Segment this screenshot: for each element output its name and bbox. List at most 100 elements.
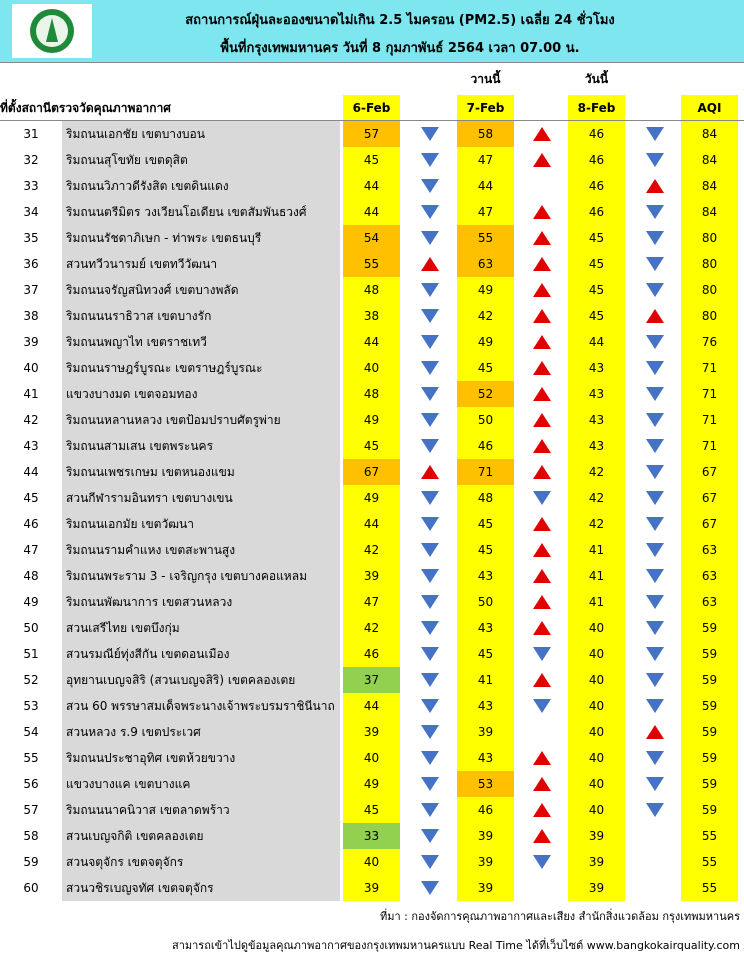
- pm25-value: 46: [588, 205, 605, 219]
- trend-arrow: [646, 569, 664, 583]
- aqi-value: 80: [701, 231, 718, 245]
- aqi-value: 63: [701, 595, 718, 609]
- location: ริมถนนรามคำแหง เขตสะพานสูง: [66, 543, 236, 557]
- row-number: 35: [23, 231, 39, 245]
- trend-arrow: [421, 673, 439, 687]
- trend-arrow: [646, 491, 664, 505]
- pm25-value: 42: [363, 621, 380, 635]
- location: ริมถนนเอกมัย เขตวัฒนา: [66, 517, 194, 531]
- location: ริมถนนหลานหลวง เขตป้อมปราบศัตรูพ่าย: [66, 413, 281, 427]
- column-header: 8-Feb: [577, 101, 616, 115]
- trend-arrow: [421, 543, 439, 557]
- aqi-value: 71: [701, 387, 718, 401]
- trend-arrow: [646, 465, 664, 479]
- pm25-value: 40: [588, 647, 605, 661]
- pm25-value: 43: [477, 621, 494, 635]
- trend-arrow: [421, 283, 439, 297]
- location: ริมถนนพัฒนาการ เขตสวนหลวง: [66, 595, 233, 609]
- row-number: 51: [23, 647, 39, 661]
- pm25-value: 40: [363, 751, 380, 765]
- aqi-value: 80: [701, 309, 718, 323]
- pm25-value: 46: [588, 153, 605, 167]
- location: สวนวชิรเบญจทัศ เขตจตุจักร: [66, 881, 214, 895]
- pm25-value: 40: [588, 803, 605, 817]
- pm25-value: 45: [477, 543, 494, 557]
- trend-arrow: [421, 777, 439, 791]
- pm25-value: 50: [477, 595, 494, 609]
- trend-arrow: [421, 803, 439, 817]
- location: สวนรมณีย์ทุ่งสีกัน เขตดอนเมือง: [66, 647, 230, 661]
- location: ริมถนนประชาอุทิศ เขตห้วยขวาง: [66, 751, 236, 765]
- location: สวนเสรีไทย เขตบึงกุ่ม: [66, 621, 180, 635]
- aqi-value: 55: [701, 829, 718, 843]
- pm25-value: 44: [363, 699, 380, 713]
- trend-arrow: [421, 725, 439, 739]
- trend-arrow: [421, 413, 439, 427]
- aqi-value: 80: [701, 257, 718, 271]
- row-number: 58: [23, 829, 39, 843]
- aqi-value: 63: [701, 569, 718, 583]
- aqi-value: 59: [701, 647, 718, 661]
- trend-arrow: [646, 335, 664, 349]
- pm25-value: 45: [477, 647, 494, 661]
- pm25-value: 47: [477, 205, 494, 219]
- pm25-value: 44: [363, 205, 380, 219]
- location: ริมถนนสุโขทัย เขตดุสิต: [66, 153, 188, 167]
- pm25-value: 46: [588, 127, 605, 141]
- trend-arrow: [533, 647, 551, 661]
- pm25-value: 71: [457, 459, 514, 485]
- row-number: 45: [23, 491, 39, 505]
- pm25-value: 40: [363, 361, 380, 375]
- trend-arrow: [421, 491, 439, 505]
- trend-arrow: [421, 829, 439, 843]
- row-number: 57: [23, 803, 39, 817]
- trend-arrow: [533, 309, 551, 323]
- pm25-value: 49: [363, 491, 380, 505]
- aqi-value: 84: [701, 205, 718, 219]
- row-number: 41: [23, 387, 39, 401]
- location: แขวงบางแค เขตบางแค: [66, 777, 191, 791]
- trend-arrow: [533, 777, 551, 791]
- trend-arrow: [646, 153, 664, 167]
- pm25-value: 47: [477, 153, 494, 167]
- row-number: 55: [23, 751, 39, 765]
- trend-arrow: [646, 361, 664, 375]
- trend-arrow: [646, 699, 664, 713]
- subtitle: พื้นที่กรุงเทพมหานคร วันที่ 8 กุมภาพันธ์…: [220, 41, 580, 56]
- trend-arrow: [533, 803, 551, 817]
- pm25-value: 39: [363, 881, 380, 895]
- pm25-value: 57: [343, 121, 400, 147]
- pm25-value: 48: [363, 283, 380, 297]
- trend-arrow: [646, 387, 664, 401]
- row-number: 34: [23, 205, 39, 219]
- row-number: 46: [23, 517, 39, 531]
- location: สวนกีฬารามอินทรา เขตบางเขน: [66, 491, 233, 505]
- trend-arrow: [646, 751, 664, 765]
- trend-arrow: [646, 725, 664, 739]
- pm25-value: 39: [477, 855, 494, 869]
- trend-arrow: [421, 439, 439, 453]
- pm25-value: 42: [477, 309, 494, 323]
- row-number: 49: [23, 595, 39, 609]
- row-number: 31: [23, 127, 39, 141]
- pm25-value: 43: [477, 699, 494, 713]
- aqi-value: 63: [701, 543, 718, 557]
- trend-arrow: [533, 231, 551, 245]
- trend-arrow: [533, 361, 551, 375]
- location: ริมถนนพระราม 3 - เจริญกรุง เขตบางคอแหลม: [66, 569, 307, 583]
- trend-arrow: [421, 205, 439, 219]
- trend-arrow: [646, 673, 664, 687]
- trend-arrow: [646, 647, 664, 661]
- row-number: 60: [23, 881, 39, 895]
- pm25-value: 42: [588, 517, 605, 531]
- trend-arrow: [533, 387, 551, 401]
- pm25-value: 41: [588, 569, 605, 583]
- trend-arrow: [646, 803, 664, 817]
- location: สวนทวีวนารมย์ เขตทวีวัฒนา: [66, 257, 218, 271]
- pm25-value: 38: [363, 309, 380, 323]
- column-fill: [681, 95, 738, 901]
- trend-arrow: [533, 465, 551, 479]
- pm25-value: 43: [588, 413, 605, 427]
- pm25-value: 40: [588, 751, 605, 765]
- pm25-value: 49: [477, 283, 494, 297]
